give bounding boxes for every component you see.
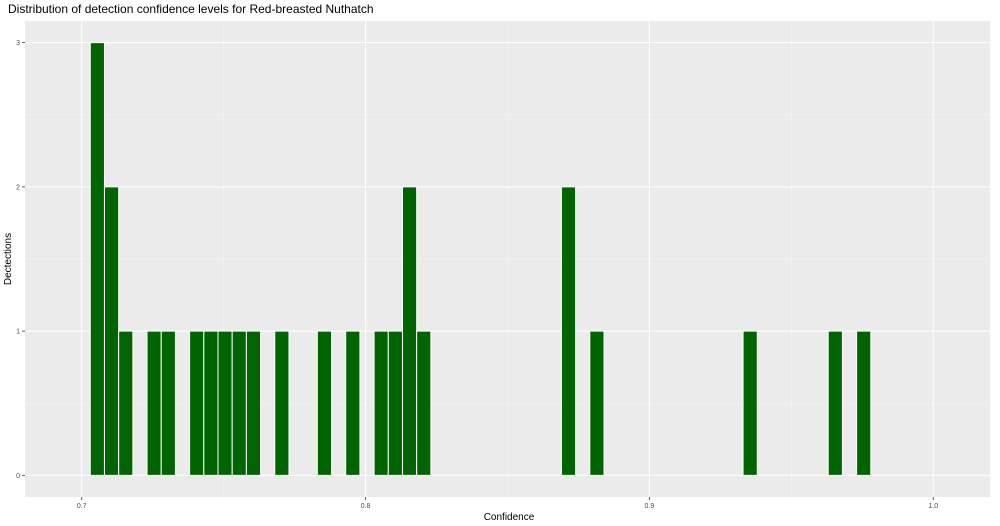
y-tick-label: 2 xyxy=(16,184,20,191)
histogram-bar xyxy=(416,330,432,476)
y-tick-label: 1 xyxy=(16,329,20,336)
histogram-bar xyxy=(560,186,577,476)
x-tick-label: 0.7 xyxy=(77,503,87,510)
histogram-bar xyxy=(231,330,247,476)
histogram-bar xyxy=(274,330,290,476)
x-axis-title: Confidence xyxy=(484,512,535,523)
y-axis: 0 1 2 3 xyxy=(16,40,25,480)
histogram-bar xyxy=(189,330,205,476)
histogram-bar xyxy=(89,42,105,476)
y-tick-label: 0 xyxy=(16,473,20,480)
y-tick-label: 3 xyxy=(16,40,20,47)
histogram-bar xyxy=(387,330,403,476)
histogram-bar xyxy=(316,330,333,476)
histogram-bar xyxy=(401,186,418,476)
x-tick-label: 1.0 xyxy=(928,503,938,510)
histogram-bar xyxy=(203,330,219,476)
histogram-bar xyxy=(146,330,162,476)
bars xyxy=(89,42,872,476)
histogram-bar xyxy=(856,330,872,476)
histogram-bar xyxy=(245,330,262,476)
histogram-bar xyxy=(217,330,233,476)
histogram-bar xyxy=(118,330,134,476)
x-axis: 0.7 0.8 0.9 1.0 xyxy=(77,497,938,510)
chart-title: Distribution of detection confidence lev… xyxy=(8,2,374,16)
histogram-bar xyxy=(373,330,389,476)
histogram-bar xyxy=(160,330,176,476)
histogram-bar xyxy=(103,186,120,476)
histogram-bar xyxy=(345,330,361,476)
histogram-bar xyxy=(827,330,843,476)
x-tick-label: 0.8 xyxy=(361,503,371,510)
histogram-bar xyxy=(589,330,605,476)
histogram-bar xyxy=(742,330,758,476)
y-axis-title: Dectections xyxy=(3,233,14,285)
x-tick-label: 0.9 xyxy=(645,503,655,510)
